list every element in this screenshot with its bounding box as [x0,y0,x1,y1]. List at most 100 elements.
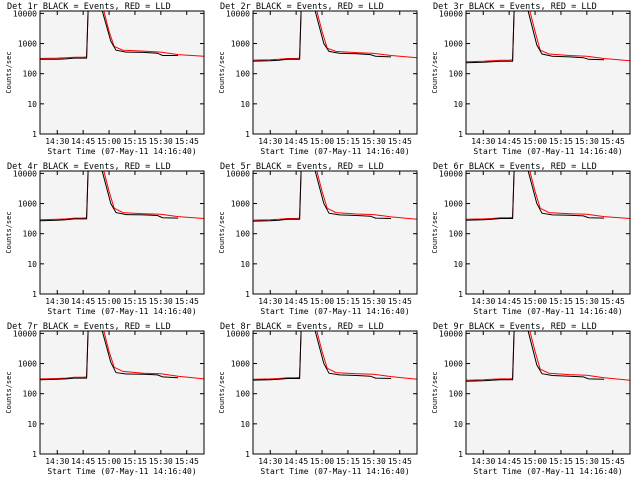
x-tick-label: 14:45 [284,297,308,306]
x-tick-label: 14:45 [497,137,521,146]
axis-frame [465,170,631,295]
x-tick-label: 15:15 [549,457,573,466]
y-axis-label: Counts/sec [218,371,226,413]
series-line-events [40,171,179,222]
y-tick-label: 1000 [231,200,250,209]
x-tick-label: 14:45 [71,137,95,146]
y-tick-label: 1 [32,130,37,139]
axis-frame [39,330,205,455]
y-tick-label: 1 [458,450,463,459]
y-tick-label: 1000 [444,360,463,369]
y-tick-label: 10000 [439,9,463,18]
x-tick-label: 14:30 [471,457,495,466]
plot-area [466,11,630,134]
y-tick-label: 1 [32,290,37,299]
axis-frame [252,170,418,295]
series-line-lld [466,11,630,63]
y-axis-label: Counts/sec [431,371,439,413]
x-tick-label: 14:30 [258,457,282,466]
plot-area [40,11,204,134]
panel-title: Det 7r BLACK = Events, RED = LLD [7,322,171,332]
x-tick-label: 15:45 [175,297,199,306]
y-tick-label: 10000 [439,329,463,338]
y-tick-label: 100 [236,230,251,239]
y-tick-label: 1000 [18,200,37,209]
y-tick-label: 100 [23,390,38,399]
x-tick-label: 15:00 [523,457,547,466]
detector-panel-8: 1 10 100 1000 10000 14:30 14:45 15:00 15:15 15:30… [213,320,426,480]
series-line-events [466,11,605,64]
y-axis-label: Counts/sec [5,371,13,413]
x-tick-label: 15:00 [310,457,334,466]
x-tick-label: 15:30 [149,297,173,306]
y-tick-label: 10 [27,260,37,269]
y-tick-label: 1 [245,290,250,299]
x-axis-label: Start Time (07-May-11 14:16:40) [47,307,196,316]
detector-panel-6: 1 10 100 1000 10000 14:30 14:45 15:00 15:15 15:30… [426,160,639,320]
x-tick-label: 15:30 [362,457,386,466]
panel-title: Det 6r BLACK = Events, RED = LLD [433,162,597,172]
chart-svg: 1 10 100 1000 10000 14:30 14:45 15:00 15:15 15:30… [218,322,418,476]
x-tick-label: 15:45 [601,297,625,306]
series-line-events [40,331,179,381]
axis-frame [39,170,205,295]
y-axis-label: Counts/sec [218,51,226,93]
y-tick-label: 10000 [226,9,250,18]
chart-svg: 1 10 100 1000 10000 14:30 14:45 15:00 15:15 15:30… [431,2,631,156]
y-axis-label: Counts/sec [431,211,439,253]
y-tick-label: 10 [453,420,463,429]
y-tick-label: 10000 [439,169,463,178]
plot-area [40,331,204,454]
y-tick-label: 100 [449,230,464,239]
x-tick-label: 15:15 [123,137,147,146]
chart-svg: 1 10 100 1000 10000 14:30 14:45 15:00 15:15 15:30… [431,322,631,476]
x-axis-label: Start Time (07-May-11 14:16:40) [260,307,409,316]
y-tick-label: 1 [458,130,463,139]
axis-frame [39,10,205,135]
x-axis-label: Start Time (07-May-11 14:16:40) [473,307,622,316]
series-line-events [253,11,392,62]
detector-panel-3: 1 10 100 1000 10000 14:30 14:45 15:00 15:15 15:30… [426,0,639,160]
detector-panel-4: 1 10 100 1000 10000 14:30 14:45 15:00 15:15 15:30… [0,160,213,320]
panel-title: Det 4r BLACK = Events, RED = LLD [7,162,171,172]
x-tick-label: 15:15 [123,457,147,466]
axis-frame [252,330,418,455]
y-tick-label: 100 [236,70,251,79]
x-tick-label: 14:30 [258,137,282,146]
plot-area [40,171,204,294]
y-tick-label: 1000 [444,40,463,49]
x-axis-label: Start Time (07-May-11 14:16:40) [47,467,196,476]
x-tick-label: 15:45 [175,457,199,466]
y-tick-label: 10000 [226,169,250,178]
y-tick-label: 100 [449,390,464,399]
y-tick-label: 1 [245,450,250,459]
y-tick-label: 10000 [226,329,250,338]
series-line-lld [466,171,630,220]
series-line-lld [40,11,204,59]
x-tick-label: 15:30 [149,457,173,466]
y-axis-label: Counts/sec [5,51,13,93]
panel-title: Det 3r BLACK = Events, RED = LLD [433,2,597,12]
x-tick-label: 15:15 [549,137,573,146]
detector-panel-9: 1 10 100 1000 10000 14:30 14:45 15:00 15:15 15:30… [426,320,639,480]
series-line-events [466,171,605,221]
x-tick-label: 14:30 [471,297,495,306]
x-axis-label: Start Time (07-May-11 14:16:40) [47,147,196,156]
x-tick-label: 15:00 [97,137,121,146]
x-tick-label: 15:30 [362,137,386,146]
y-tick-label: 10 [240,260,250,269]
x-tick-label: 15:00 [97,297,121,306]
y-tick-label: 10 [240,420,250,429]
plot-area [253,171,417,294]
detector-panel-2: 1 10 100 1000 10000 14:30 14:45 15:00 15:15 15:30… [213,0,426,160]
panel-title: Det 2r BLACK = Events, RED = LLD [220,2,384,12]
y-tick-label: 1 [32,450,37,459]
x-tick-label: 15:30 [575,457,599,466]
x-tick-label: 14:45 [284,137,308,146]
y-tick-label: 10 [453,100,463,109]
series-line-events [466,331,605,382]
panel-title: Det 9r BLACK = Events, RED = LLD [433,322,597,332]
x-tick-label: 15:45 [601,137,625,146]
y-tick-label: 100 [23,230,38,239]
